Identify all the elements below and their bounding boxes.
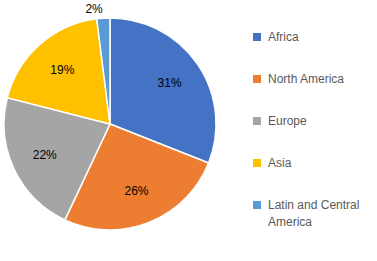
legend-label: North America <box>268 72 344 86</box>
legend-swatch <box>253 117 261 125</box>
data-label: 19% <box>50 63 74 77</box>
legend-swatch <box>253 159 261 167</box>
chart: 31%26%22%19%2%AfricaNorth AmericaEuropeA… <box>0 0 377 261</box>
data-label: 2% <box>85 2 103 16</box>
data-label: 26% <box>125 184 149 198</box>
data-label: 22% <box>33 148 57 162</box>
legend-label: Europe <box>268 114 307 128</box>
legend-swatch <box>253 201 261 209</box>
legend-label: Asia <box>268 156 292 170</box>
legend-swatch <box>253 75 261 83</box>
pie-slice <box>7 19 110 124</box>
pie-slice <box>97 18 110 124</box>
data-label: 31% <box>158 76 182 90</box>
data-labels: 31% 26% 22% 19% 2% <box>33 2 182 198</box>
legend-label: Africa <box>268 30 299 44</box>
pie <box>4 18 216 230</box>
legend-label: Latin and CentralAmerica <box>268 198 359 229</box>
legend-swatch <box>253 33 261 41</box>
legend: Africa North America Europe Asia Latin and C… <box>253 30 359 229</box>
